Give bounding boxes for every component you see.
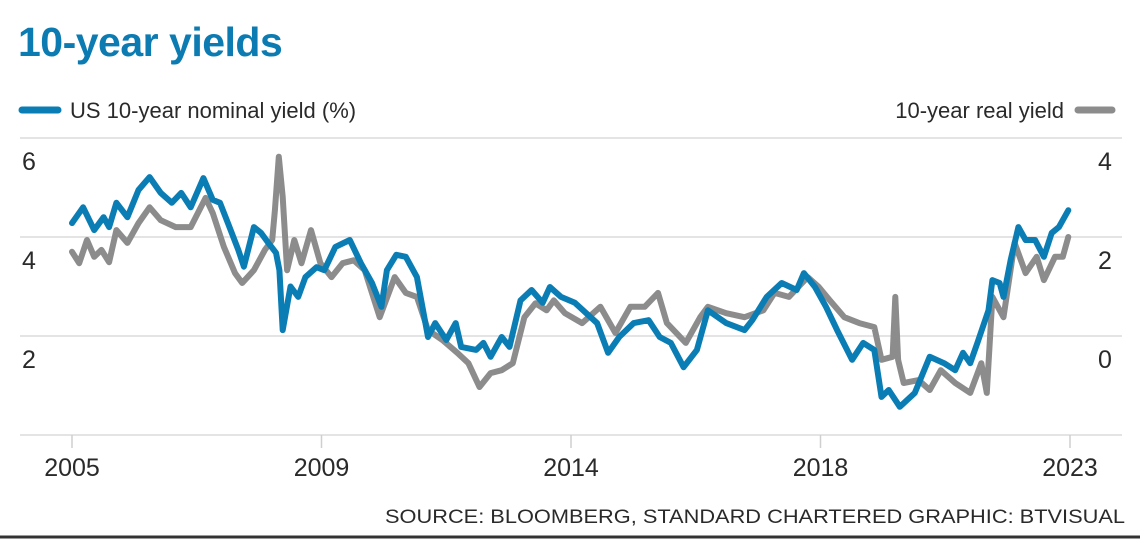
y-right-tick-label: 0 [1098, 346, 1112, 374]
gridlines [20, 137, 1122, 436]
y-left-tick-label: 4 [22, 247, 36, 275]
legend-label-real: 10-year real yield [895, 98, 1064, 123]
source-credit: SOURCE: BLOOMBERG, STANDARD CHARTERED GR… [385, 507, 1125, 528]
y-left-tick-label: 2 [22, 346, 36, 374]
x-tick-label: 2005 [44, 454, 100, 482]
y-left-tick-label: 6 [22, 148, 36, 176]
legend-label-nominal: US 10-year nominal yield (%) [70, 98, 356, 123]
chart-title: 10-year yields [18, 19, 282, 65]
x-tick-label: 2018 [793, 454, 849, 482]
x-tick-label: 2014 [543, 454, 599, 482]
x-tick-label: 2009 [294, 454, 350, 482]
x-axis: 2005 2009 2014 2018 2023 [44, 435, 1098, 482]
series-line-real-yield [69, 153, 1072, 396]
y-right-tick-label: 2 [1098, 247, 1112, 275]
y-right-tick-label: 4 [1098, 148, 1112, 176]
x-tick-label: 2023 [1042, 454, 1098, 482]
series-line-nominal-yield [69, 174, 1072, 410]
